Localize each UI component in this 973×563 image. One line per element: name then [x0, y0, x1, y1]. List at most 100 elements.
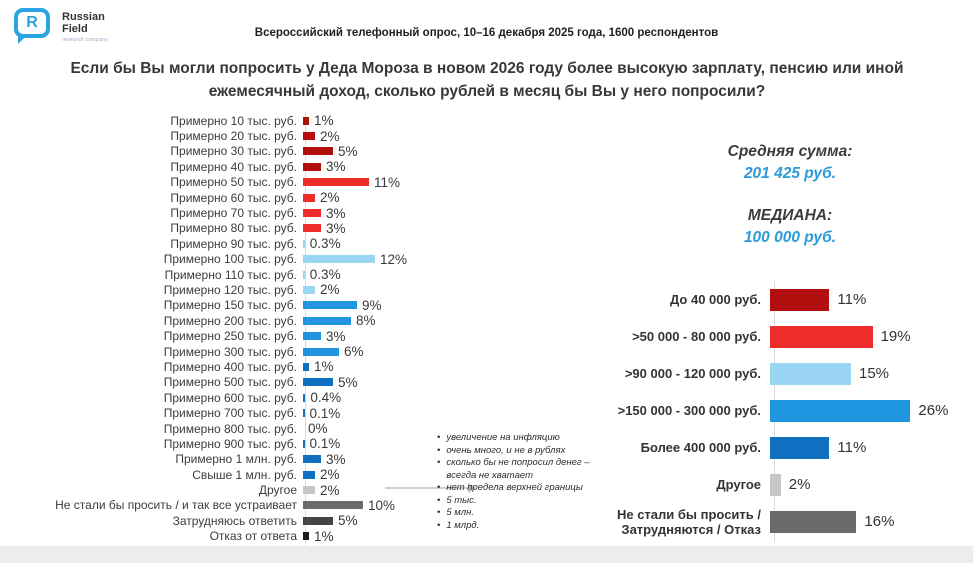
bar-value: 11%	[837, 291, 867, 308]
bar-label: Примерно 80 тыс. руб.	[170, 221, 297, 236]
chart-row: Примерно 70 тыс. руб. 3%	[35, 205, 407, 221]
chart-row: Другое 2%	[598, 466, 948, 503]
bar-label: Другое	[258, 483, 297, 498]
bar	[770, 436, 830, 459]
bar-value: 11%	[837, 439, 867, 456]
bar	[303, 255, 375, 264]
bar-label: Более 400 000 руб.	[640, 440, 761, 455]
bar	[303, 147, 333, 156]
bar	[303, 132, 315, 141]
bar	[303, 362, 309, 371]
bar-value: 8%	[356, 313, 376, 329]
chart-row: Примерно 40 тыс. руб. 3%	[35, 159, 407, 174]
bar-label: Примерно 150 тыс. руб.	[163, 298, 297, 313]
bar-value: 3%	[326, 159, 346, 175]
bar	[303, 393, 306, 402]
bullet-text: увеличение на инфляцию	[446, 432, 560, 443]
bar-label: Другое	[716, 477, 761, 492]
bar-value: 26%	[918, 402, 949, 419]
bar-value: 2%	[320, 190, 340, 206]
mean-label: Средняя сумма:	[727, 143, 853, 160]
bar-label: Примерно 300 тыс. руб.	[163, 344, 297, 359]
bar-label: До 40 000 руб.	[670, 292, 761, 307]
bullet-icon: •	[437, 444, 441, 456]
bar-label: >50 000 - 80 000 руб.	[632, 329, 761, 344]
bar-value: 15%	[859, 365, 890, 382]
bar	[303, 501, 363, 510]
bar-value: 2%	[320, 282, 340, 298]
list-item: • сколько бы не попросил денег – всегда н…	[437, 457, 602, 482]
bar-value: 12%	[380, 251, 408, 267]
bar-label: Примерно 200 тыс. руб.	[163, 313, 297, 328]
bar	[303, 347, 339, 356]
left-chart-axis-line	[305, 112, 306, 545]
list-item: • нет предела верхней границы	[437, 482, 602, 495]
chart-row: Примерно 200 тыс. руб. 8%	[35, 313, 407, 328]
bar-label: Примерно 90 тыс. руб.	[170, 236, 297, 251]
bar-value: 19%	[880, 328, 911, 345]
bar	[303, 285, 315, 294]
bar-value: 0.1%	[309, 436, 341, 452]
chart-row: Примерно 800 тыс. руб. 0%	[35, 421, 407, 436]
bullet-icon: •	[437, 494, 441, 506]
chart-row: Примерно 400 тыс. руб. 1%	[35, 359, 407, 374]
bar-value: 2%	[320, 482, 340, 498]
bar-value: 3%	[326, 451, 346, 467]
chart-row: Другое 2%	[35, 482, 407, 498]
bullet-text: очень много, и не в рублях	[446, 444, 566, 456]
bar	[303, 316, 351, 325]
chart-row: Примерно 100 тыс. руб. 12%	[35, 252, 407, 267]
chart-row: Примерно 900 тыс. руб. 0.1%	[35, 436, 407, 451]
list-item: • очень много, и не в рублях	[437, 445, 602, 458]
chart-row: Примерно 90 тыс. руб. 0.3%	[35, 236, 407, 251]
bar	[303, 116, 309, 125]
bar	[303, 470, 315, 479]
bar-label: Примерно 100 тыс. руб.	[163, 252, 297, 267]
chart-row: Отказ от ответа 1%	[35, 529, 407, 544]
chart-row: Примерно 20 тыс. руб. 2%	[35, 128, 407, 144]
bullet-icon: •	[437, 432, 441, 443]
bar-value: 0.4%	[310, 390, 342, 406]
bar-label: Примерно 1 млн. руб.	[175, 452, 297, 467]
bar-value: 1%	[314, 113, 334, 129]
bar-value: 2%	[320, 128, 340, 144]
bar	[303, 332, 321, 341]
bar-value: 6%	[344, 344, 364, 360]
bullet-text: сколько бы не попросил денег – всегда не…	[446, 457, 590, 481]
bar-label: Примерно 500 тыс. руб.	[163, 375, 297, 390]
bar-label: Затрудняюсь ответить	[172, 513, 297, 528]
logo-speech-bubble-icon: R	[14, 8, 54, 44]
logo-brand-line1: Russian	[62, 11, 105, 23]
bar-value: 5%	[338, 513, 358, 529]
chart-row: Примерно 80 тыс. руб. 3%	[35, 221, 407, 236]
logo-tagline: research company	[62, 37, 108, 43]
bar-value: 10%	[368, 497, 396, 513]
bar	[303, 486, 315, 495]
bar-value: 0.3%	[309, 267, 341, 283]
bar-value: 5%	[338, 374, 358, 390]
chart-row: Примерно 600 тыс. руб. 0.4%	[35, 390, 407, 405]
bar	[303, 516, 333, 525]
chart-row: >50 000 - 80 000 руб. 19%	[598, 318, 948, 355]
bullet-text: 5 млн.	[446, 507, 474, 518]
other-answers-list: • увеличение на инфляцию • очень много, и н…	[437, 432, 602, 532]
question-title: Если бы Вы могли попросить у Деда Мороза…	[70, 60, 904, 100]
bullet-icon: •	[437, 482, 441, 493]
bar-value: 1%	[314, 359, 334, 375]
bar	[303, 439, 305, 448]
chart-row: >90 000 - 120 000 руб. 15%	[598, 355, 948, 392]
mean-value: 201 425 руб.	[743, 165, 837, 182]
bar-label: Примерно 600 тыс. руб.	[163, 390, 297, 405]
bar-label: Примерно 20 тыс. руб.	[170, 129, 297, 144]
survey-info: Всероссийский телефонный опрос, 10–16 де…	[254, 27, 719, 39]
bar-label: Свыше 1 млн. руб.	[192, 467, 297, 482]
bullet-icon: •	[437, 457, 441, 468]
bar-value: 3%	[326, 205, 346, 221]
bar-label: Примерно 400 тыс. руб.	[163, 359, 297, 374]
bar	[303, 409, 305, 418]
bar	[303, 532, 309, 541]
bar-label: Примерно 70 тыс. руб.	[170, 206, 297, 221]
chart-row: Примерно 1 млн. руб. 3%	[35, 452, 407, 467]
bar-label: Примерно 250 тыс. руб.	[163, 329, 297, 344]
